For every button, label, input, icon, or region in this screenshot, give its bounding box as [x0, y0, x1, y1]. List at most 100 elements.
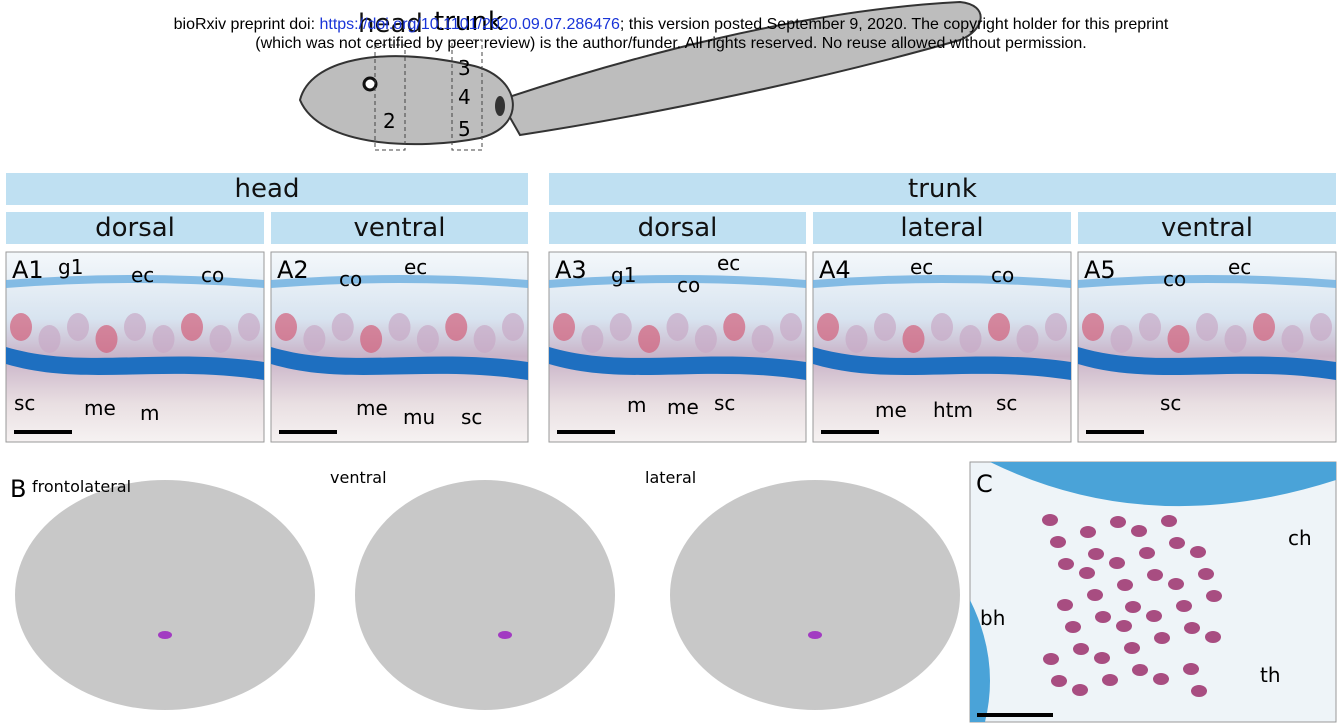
tissue-label: ec [404, 255, 427, 279]
cell [1154, 632, 1170, 644]
cell [1161, 515, 1177, 527]
cell [1094, 652, 1110, 664]
cell [610, 313, 632, 341]
header-line: bioRxiv preprint doi: https://doi.org/10… [0, 16, 1342, 34]
cell [1058, 558, 1074, 570]
cell [1153, 673, 1169, 685]
cell [1079, 567, 1095, 579]
cell [417, 325, 439, 353]
cell [1072, 684, 1088, 696]
cell [752, 325, 774, 353]
cell [389, 313, 411, 341]
panel-id: A5 [1084, 256, 1116, 284]
cell [1310, 313, 1332, 341]
cell [581, 325, 603, 353]
cell [903, 325, 925, 353]
view-header: dorsal [6, 212, 264, 244]
cell [1017, 325, 1039, 353]
region-number: 2 [383, 109, 396, 133]
cell [153, 325, 175, 353]
cell [1050, 536, 1066, 548]
cell [1190, 546, 1206, 558]
thymus-mark [808, 631, 822, 639]
cell [1102, 674, 1118, 686]
cell [1110, 516, 1126, 528]
cell [1116, 620, 1132, 632]
panel-id: B [10, 475, 26, 503]
region-number: 4 [458, 85, 471, 109]
cell [124, 313, 146, 341]
cell [332, 313, 354, 341]
tissue-label: co [677, 273, 700, 297]
cell [1225, 325, 1247, 353]
cell [1082, 313, 1104, 341]
figure: headtrunk2345A1g1eccoscmemA2coecmemuscA3… [0, 0, 1342, 726]
tissue-label: htm [933, 398, 973, 422]
cell [1131, 525, 1147, 537]
doi-link[interactable]: https://doi.org/10.1101/2020.09.07.28647… [319, 16, 619, 33]
view-header: ventral [1078, 212, 1336, 244]
cell [1196, 313, 1218, 341]
cell [1109, 557, 1125, 569]
cell [988, 313, 1010, 341]
cell [1205, 631, 1221, 643]
region-number: 3 [458, 56, 471, 80]
tissue-label: m [140, 401, 159, 425]
cell [931, 313, 953, 341]
page: headtrunk2345A1g1eccoscmemA2coecmemuscA3… [0, 0, 1342, 726]
tissue-label: ec [131, 263, 154, 287]
group-header: head [6, 173, 528, 205]
cell [780, 313, 802, 341]
header-prefix: bioRxiv preprint doi: [174, 16, 320, 33]
cell [960, 325, 982, 353]
panel-id: A3 [555, 256, 587, 284]
tissue-label: me [84, 396, 116, 420]
cell [1051, 675, 1067, 687]
cell [474, 325, 496, 353]
tissue-label: sc [714, 391, 735, 415]
cell [1124, 642, 1140, 654]
cell [39, 325, 61, 353]
ct-render [670, 480, 960, 710]
cell [638, 325, 660, 353]
cell [96, 325, 118, 353]
view-header: lateral [813, 212, 1071, 244]
tissue-label: th [1260, 663, 1281, 687]
view-label: frontolateral [32, 477, 131, 496]
cell [67, 313, 89, 341]
tissue-label: ch [1288, 526, 1312, 550]
cell [1168, 325, 1190, 353]
thymus-mark [498, 631, 512, 639]
cell [1111, 325, 1133, 353]
region-number: 5 [458, 117, 471, 141]
cell [1095, 611, 1111, 623]
ct-render [15, 480, 315, 710]
cell [502, 313, 524, 341]
panel-id: A1 [12, 256, 44, 284]
cell [846, 325, 868, 353]
cell [1042, 514, 1058, 526]
view-label: ventral [330, 468, 387, 487]
cell [1198, 568, 1214, 580]
tissue-label: m [627, 393, 646, 417]
cell [1043, 653, 1059, 665]
panel-id: A2 [277, 256, 309, 284]
cell [238, 313, 260, 341]
cell [1146, 610, 1162, 622]
tissue-label: me [667, 395, 699, 419]
cell [667, 313, 689, 341]
cell [1282, 325, 1304, 353]
tissue-label: me [875, 398, 907, 422]
tissue-label: sc [14, 391, 35, 415]
tissue-label: sc [996, 391, 1017, 415]
tissue-label: mu [403, 405, 435, 429]
cell [723, 313, 745, 341]
cell [1088, 548, 1104, 560]
tissue-label: ec [1228, 255, 1251, 279]
cell [1087, 589, 1103, 601]
cell [303, 325, 325, 353]
tissue-label: co [991, 263, 1014, 287]
header-line: (which was not certified by peer review)… [0, 35, 1342, 53]
cell [275, 313, 297, 341]
cell [1073, 643, 1089, 655]
